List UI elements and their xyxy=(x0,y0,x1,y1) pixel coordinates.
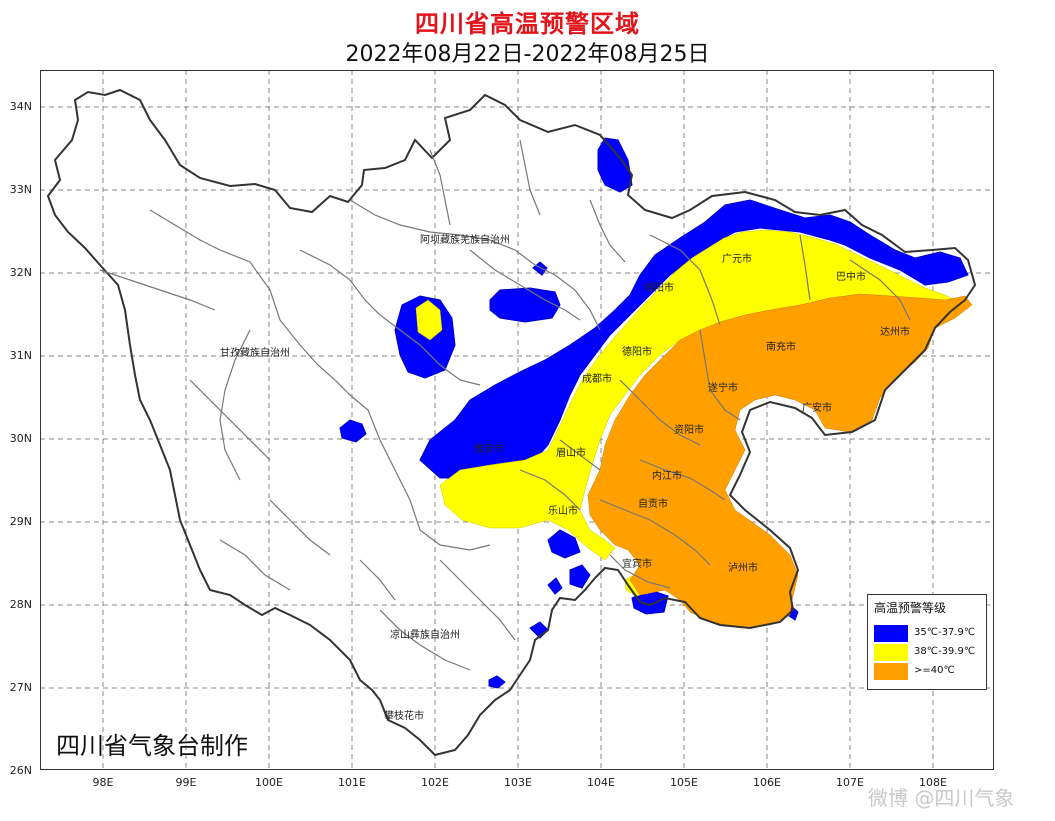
admin-boundaries xyxy=(99,139,911,671)
legend-label: 35℃-37.9℃ xyxy=(914,627,976,638)
lon-label: 104E xyxy=(587,776,615,789)
sichuan-map: 阿坝藏族羌族自治州 甘孜藏族自治州 凉山彝族自治州 攀枝花市 广元市 巴中市 绵… xyxy=(41,71,993,769)
legend: 高温预警等级 35℃-37.9℃ 38℃-39.9℃ >=40℃ xyxy=(867,594,987,690)
lat-label: 30N xyxy=(9,432,32,445)
lat-label: 27N xyxy=(9,681,32,694)
producer-credit: 四川省气象台制作 xyxy=(56,732,248,760)
province-boundary xyxy=(46,88,976,756)
lon-label: 107E xyxy=(836,776,864,789)
place-label: 广安市 xyxy=(802,401,832,414)
lon-label: 105E xyxy=(670,776,698,789)
place-label: 眉山市 xyxy=(556,446,586,459)
place-label: 泸州市 xyxy=(728,561,758,574)
legend-label: >=40℃ xyxy=(914,665,955,676)
lat-label: 31N xyxy=(9,349,32,362)
place-label: 阿坝藏族羌族自治州 xyxy=(420,233,510,246)
lon-label: 102E xyxy=(421,776,449,789)
lon-label: 103E xyxy=(504,776,532,789)
place-label: 资阳市 xyxy=(674,423,704,436)
map-frame: 阿坝藏族羌族自治州 甘孜藏族自治州 凉山彝族自治州 攀枝花市 广元市 巴中市 绵… xyxy=(40,70,994,770)
place-label: 内江市 xyxy=(652,469,682,482)
place-labels: 阿坝藏族羌族自治州 甘孜藏族自治州 凉山彝族自治州 攀枝花市 广元市 巴中市 绵… xyxy=(220,233,910,722)
place-label: 遂宁市 xyxy=(708,381,738,394)
place-label: 广元市 xyxy=(722,252,752,265)
place-label: 南充市 xyxy=(766,340,796,353)
map-date-range: 2022年08月22日-2022年08月25日 xyxy=(345,42,710,67)
warning-zone-orange xyxy=(587,293,972,628)
lon-label: 100E xyxy=(255,776,283,789)
place-label: 德阳市 xyxy=(622,345,652,358)
legend-title: 高温预警等级 xyxy=(874,601,947,615)
place-label: 乐山市 xyxy=(548,504,578,517)
lat-label: 33N xyxy=(9,183,32,196)
legend-swatch-yellow xyxy=(874,644,908,661)
lon-label: 98E xyxy=(92,776,114,789)
place-label: 雅安市 xyxy=(474,442,504,455)
map-title: 四川省高温预警区域 xyxy=(415,10,640,38)
place-label: 绵阳市 xyxy=(644,281,674,294)
place-label: 攀枝花市 xyxy=(384,709,424,722)
lat-label: 28N xyxy=(9,598,32,611)
place-label: 自贡市 xyxy=(638,497,668,510)
lon-label: 99E xyxy=(175,776,197,789)
place-label: 凉山彝族自治州 xyxy=(390,628,460,641)
lon-label: 106E xyxy=(753,776,781,789)
lon-label: 108E xyxy=(919,776,947,789)
legend-swatch-orange xyxy=(874,663,908,680)
lat-label: 34N xyxy=(9,100,32,113)
legend-label: 38℃-39.9℃ xyxy=(914,646,976,657)
weibo-watermark: 微博 @四川气象 xyxy=(868,786,1015,810)
place-label: 达州市 xyxy=(880,325,910,338)
lat-label: 29N xyxy=(9,515,32,528)
place-label: 甘孜藏族自治州 xyxy=(220,346,290,359)
lon-label: 101E xyxy=(338,776,366,789)
place-label: 宜宾市 xyxy=(622,557,652,570)
legend-swatch-blue xyxy=(874,625,908,642)
place-label: 成都市 xyxy=(582,372,612,385)
lat-label: 26N xyxy=(9,764,32,777)
place-label: 巴中市 xyxy=(836,270,866,283)
lat-label: 32N xyxy=(9,266,32,279)
